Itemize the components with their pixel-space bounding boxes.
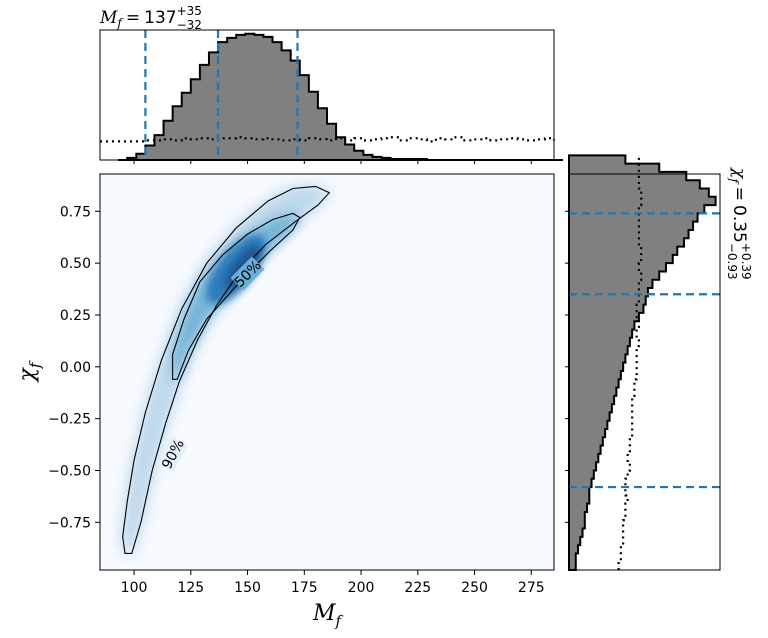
top-prior-histogram <box>100 136 556 143</box>
contour-label-bg-1 <box>230 256 265 291</box>
right-marginal-annotation-group: χf=0.35+0.39−0.93 <box>725 167 753 280</box>
top-marginal-panel: Mf = 137+35 −32 <box>99 4 564 164</box>
y-axis-title: χf <box>15 360 44 383</box>
contour-50 <box>172 212 301 380</box>
y-tick-label-5: 0.50 <box>60 256 91 272</box>
x-tick-label-5: 225 <box>404 580 431 596</box>
x-tick-label-4: 200 <box>348 580 375 596</box>
x-tick-label-2: 150 <box>234 580 261 596</box>
x-axis-title: Mf <box>312 601 344 630</box>
top-marginal-annotation: Mf = 137+35 −32 <box>99 4 202 32</box>
y-tick-label-2: −0.25 <box>48 412 91 428</box>
top-marginal-frame <box>99 29 555 161</box>
x-tick-label-0: 100 <box>121 580 148 596</box>
x-tick-label-7: 275 <box>518 580 545 596</box>
right-marginal-panel: χf=0.35+0.39−0.93 <box>565 154 753 571</box>
main-panel-frame <box>99 173 555 571</box>
x-tick-label-6: 250 <box>461 580 488 596</box>
y-tick-label-3: 0.00 <box>60 360 91 376</box>
y-axis-title-group: χf <box>15 360 44 383</box>
y-tick-label-1: −0.50 <box>48 463 91 479</box>
x-tick-label-1: 125 <box>177 580 204 596</box>
contour-label-bg-0 <box>157 436 188 472</box>
right-marginal-annotation: χf=0.35+0.39−0.93 <box>725 167 753 280</box>
right-marginal-frame <box>568 173 721 571</box>
contour-90 <box>122 185 331 554</box>
y-tick-label-0: −0.75 <box>48 515 91 531</box>
right-posterior-histogram <box>568 154 717 571</box>
main-2d-panel: 90%50% 100 125 150 175 200 225 250 275−0.75−0.5… <box>15 173 555 630</box>
y-tick-label-6: 0.75 <box>60 204 91 220</box>
y-tick-label-4: 0.25 <box>60 308 91 324</box>
x-tick-label-3: 175 <box>291 580 318 596</box>
